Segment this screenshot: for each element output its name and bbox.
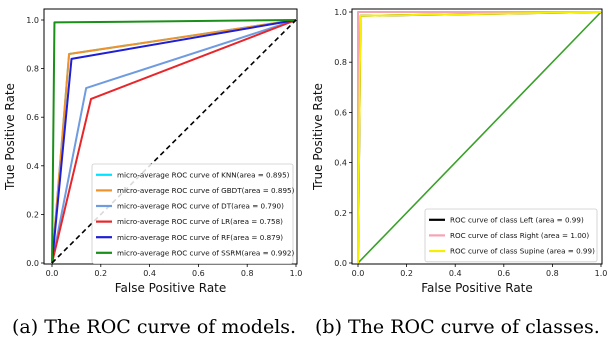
- series-line-3: [51, 19, 297, 264]
- y-tick-label: 0.6: [334, 108, 347, 117]
- legend-entry-label: micro-average ROC curve of GBDT(area = 0…: [117, 186, 295, 195]
- legend-entry-label: ROC curve of class Supine (area = 0.99): [450, 247, 595, 256]
- legend-entry-label: micro-average ROC curve of KNN(area = 0.…: [117, 170, 290, 179]
- y-tick-label: 0.4: [26, 162, 39, 171]
- y-tick-label: 0.8: [26, 65, 39, 74]
- caption-a: (a) The ROC curve of models.: [12, 316, 296, 338]
- legend-entry-label: ROC curve of class Right (area = 1.00): [450, 231, 589, 240]
- legend: ROC curve of class Left (area = 0.99) ROC…: [424, 208, 598, 263]
- legend-entry-label: micro-average ROC curve of SSRM(area = 0…: [117, 248, 294, 257]
- legend-entry-label: micro-average ROC curve of RF(area = 0.8…: [117, 233, 283, 242]
- y-tick-label: 0.4: [334, 159, 347, 168]
- series-line-2: [51, 19, 297, 264]
- x-tick-label: 0.2: [94, 269, 107, 278]
- x-tick-label: 0.4: [449, 269, 462, 278]
- legend-box: [91, 163, 294, 264]
- x-tick-label: 0.8: [546, 269, 559, 278]
- roc-classes-panel: 0.0 0.2 0.4 0.6 0.8 1.0 0.0 0.2 0.4 0.6 0.8 1.0 Fals…: [311, 8, 607, 295]
- y-tick-label: 0.2: [334, 209, 347, 218]
- reference-diagonal-line: [51, 19, 297, 264]
- y-axis-label: True Positive Rate: [3, 83, 17, 191]
- caption-b: (b) The ROC curve of classes.: [315, 316, 600, 338]
- y-axis-label: True Positive Rate: [311, 83, 325, 191]
- x-axis-label: False Positive Rate: [115, 281, 227, 295]
- reference-diagonal-line: [357, 11, 602, 264]
- series-line-5: [51, 19, 297, 264]
- legend-box: [424, 208, 598, 263]
- x-tick-label: 1.0: [595, 269, 607, 278]
- legend-entry-label: ROC curve of class Left (area = 0.99): [450, 215, 584, 224]
- x-tick-label: 0.8: [241, 269, 254, 278]
- y-tick-label: 1.0: [26, 16, 39, 25]
- series-line-2: [357, 11, 602, 264]
- legend-entry-label: micro-average ROC curve of LR(area = 0.7…: [117, 217, 283, 226]
- x-tick-label: 1.0: [290, 269, 303, 278]
- y-tick-label: 0.8: [334, 58, 347, 67]
- x-tick-label: 0.6: [497, 269, 510, 278]
- y-tick-label: 0.0: [334, 259, 347, 268]
- x-tick-label: 0.2: [400, 269, 413, 278]
- y-tick-label: 0.0: [26, 259, 39, 268]
- y-tick-label: 0.2: [26, 210, 39, 219]
- legend-entry-label: micro-average ROC curve of DT(area = 0.7…: [117, 202, 284, 211]
- x-tick-label: 0.4: [143, 269, 156, 278]
- x-tick-label: 0.6: [192, 269, 205, 278]
- x-axis-label: False Positive Rate: [421, 281, 533, 295]
- roc-models-panel: 0.0 0.2 0.4 0.6 0.8 1.0 0.0 0.2 0.4 0.6 0.8 1.0 Fals…: [3, 8, 303, 295]
- x-tick-label: 0.0: [352, 269, 365, 278]
- y-tick-label: 1.0: [334, 8, 347, 17]
- x-tick-label: 0.0: [46, 269, 59, 278]
- y-tick-label: 0.6: [26, 113, 39, 122]
- legend: micro-average ROC curve of KNN(area = 0.…: [91, 163, 295, 264]
- series-line-4: [51, 19, 297, 264]
